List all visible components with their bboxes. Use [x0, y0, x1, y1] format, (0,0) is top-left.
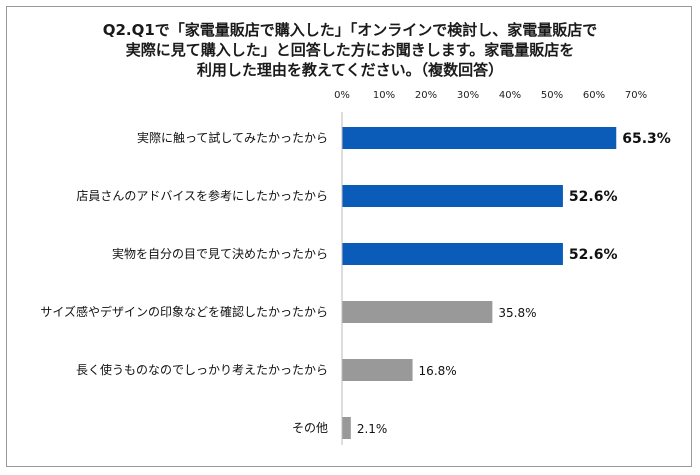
- title-line-2: 実際に見て購入した」と回答した方にお聞きします。家電量販店を: [125, 41, 575, 59]
- x-tick-label: 40%: [499, 90, 521, 101]
- chart-frame: [6, 6, 692, 467]
- x-tick-label: 50%: [541, 90, 563, 101]
- category-label: 店員さんのアドバイスを参考にしたかったから: [76, 188, 328, 203]
- x-tick-label: 60%: [583, 90, 605, 101]
- title-line-1: Q2.Q1で「家電量販店で購入した」「オンラインで検討し、家電量販店で: [102, 21, 598, 39]
- value-label: 2.1%: [357, 422, 388, 436]
- bar: [342, 301, 493, 323]
- category-label: 実物を自分の目で見て決めたかったから: [112, 246, 328, 261]
- value-labels: 65.3% 52.6% 52.6% 35.8% 16.8% 2.1%: [357, 131, 671, 436]
- category-label: その他: [292, 421, 328, 435]
- value-label: 52.6%: [569, 189, 618, 205]
- category-label: 実際に触って試してみたかったから: [137, 130, 328, 145]
- x-tick-label: 20%: [415, 90, 437, 101]
- value-label: 65.3%: [622, 131, 671, 147]
- bar: [342, 127, 617, 149]
- title-line-3: 利用した理由を教えてください。（複数回答）: [196, 61, 504, 79]
- bar: [342, 243, 563, 265]
- x-tick-label: 0%: [334, 90, 350, 101]
- category-label: 長く使うものなのでしっかり考えたかったから: [76, 362, 328, 377]
- value-label: 35.8%: [498, 306, 536, 320]
- x-axis-ticks: 0% 10% 20% 30% 40% 50% 60% 70%: [334, 90, 647, 101]
- x-tick-label: 70%: [625, 90, 647, 101]
- bar: [342, 359, 413, 381]
- x-tick-label: 10%: [373, 90, 395, 101]
- value-label: 16.8%: [419, 364, 457, 378]
- chart-title: Q2.Q1で「家電量販店で購入した」「オンラインで検討し、家電量販店で 実際に見…: [40, 20, 660, 80]
- x-tick-label: 30%: [457, 90, 479, 101]
- bars: [342, 127, 617, 439]
- bar: [342, 417, 351, 439]
- category-labels: 実際に触って試してみたかったから店員さんのアドバイスを参考にしたかったから実物を…: [40, 130, 328, 435]
- value-label: 52.6%: [569, 247, 618, 263]
- category-label: サイズ感やデザインの印象などを確認したかったから: [40, 304, 328, 319]
- bar: [342, 185, 563, 207]
